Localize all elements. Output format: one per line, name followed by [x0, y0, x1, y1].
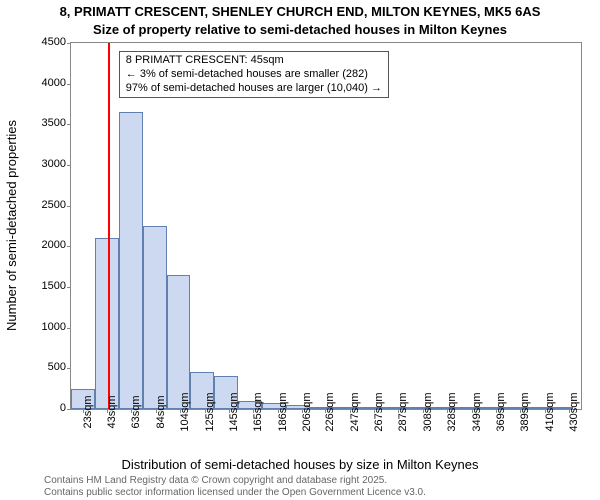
x-tick-label: 125sqm: [204, 392, 216, 431]
footer-line1: Contains HM Land Registry data © Crown c…: [44, 475, 387, 486]
y-tick-label: 0: [60, 402, 66, 414]
y-tick-label: 2500: [42, 199, 66, 211]
footer-line2: Contains public sector information licen…: [44, 487, 426, 498]
x-tick-label: 389sqm: [519, 392, 531, 431]
histogram-bar: [119, 112, 143, 409]
x-tick-label: 43sqm: [106, 395, 118, 428]
y-tick-label: 4000: [42, 77, 66, 89]
x-tick-label: 328sqm: [446, 392, 458, 431]
y-tick-mark: [67, 287, 71, 288]
x-tick-label: 84sqm: [155, 395, 167, 428]
chart-title-line1: 8, PRIMATT CRESCENT, SHENLEY CHURCH END,…: [0, 4, 600, 19]
annotation-line3: 97% of semi-detached houses are larger (…: [126, 82, 382, 96]
histogram-bar: [95, 238, 119, 409]
annotation-line1: 8 PRIMATT CRESCENT: 45sqm: [126, 54, 382, 68]
annotation-line2: ← 3% of semi-detached houses are smaller…: [126, 68, 382, 82]
chart-title-line2: Size of property relative to semi-detach…: [0, 22, 600, 37]
y-tick-label: 3000: [42, 158, 66, 170]
y-axis-label: Number of semi-detached properties: [4, 120, 19, 331]
y-tick-mark: [67, 124, 71, 125]
y-tick-label: 1500: [42, 280, 66, 292]
y-tick-mark: [67, 246, 71, 247]
y-tick-label: 3500: [42, 117, 66, 129]
x-tick-label: 267sqm: [373, 392, 385, 431]
x-tick-label: 226sqm: [324, 392, 336, 431]
y-tick-mark: [67, 409, 71, 410]
y-tick-label: 2000: [42, 239, 66, 251]
x-tick-label: 308sqm: [422, 392, 434, 431]
x-tick-label: 349sqm: [471, 392, 483, 431]
x-tick-label: 165sqm: [252, 392, 264, 431]
x-tick-label: 369sqm: [495, 392, 507, 431]
x-tick-label: 410sqm: [544, 392, 556, 431]
x-tick-label: 206sqm: [301, 392, 313, 431]
x-tick-label: 287sqm: [397, 392, 409, 431]
y-tick-label: 500: [48, 361, 66, 373]
histogram-bar: [143, 226, 167, 409]
plot-area: 8 PRIMATT CRESCENT: 45sqm← 3% of semi-de…: [70, 42, 582, 410]
y-tick-label: 4500: [42, 36, 66, 48]
y-tick-mark: [67, 206, 71, 207]
chart-container: { "title": { "line1": "8, PRIMATT CRESCE…: [0, 0, 600, 500]
x-tick-label: 247sqm: [349, 392, 361, 431]
x-tick-label: 430sqm: [568, 392, 580, 431]
annotation-box: 8 PRIMATT CRESCENT: 45sqm← 3% of semi-de…: [119, 51, 389, 98]
y-tick-mark: [67, 84, 71, 85]
x-tick-label: 145sqm: [228, 392, 240, 431]
x-tick-label: 186sqm: [277, 392, 289, 431]
y-tick-mark: [67, 328, 71, 329]
y-tick-mark: [67, 43, 71, 44]
y-tick-label: 1000: [42, 321, 66, 333]
property-marker-line: [108, 43, 110, 409]
y-tick-mark: [67, 368, 71, 369]
x-tick-label: 104sqm: [179, 392, 191, 431]
x-tick-label: 63sqm: [130, 395, 142, 428]
histogram-bar: [167, 275, 191, 409]
x-axis-label: Distribution of semi-detached houses by …: [0, 457, 600, 472]
x-tick-label: 23sqm: [82, 395, 94, 428]
y-tick-mark: [67, 165, 71, 166]
